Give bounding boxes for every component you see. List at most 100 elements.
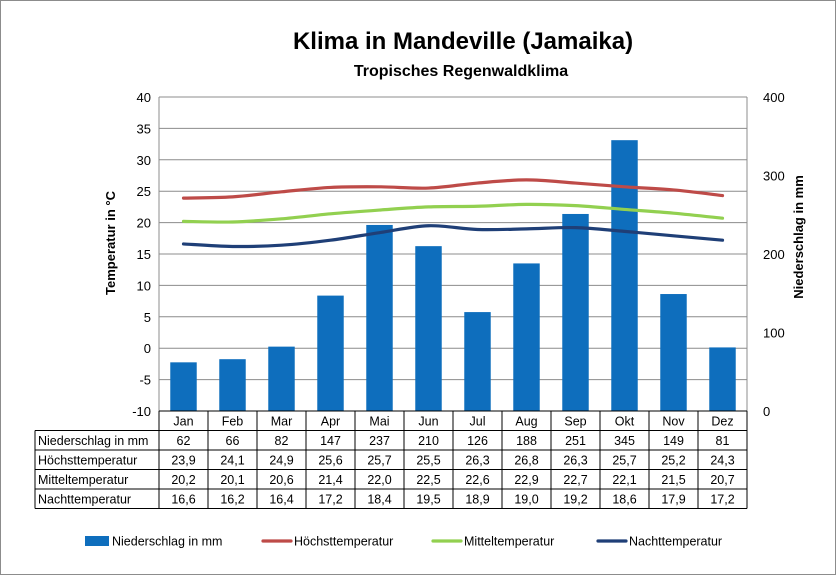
y-tick-label: 35 [137, 121, 151, 136]
y-axis-title: Temperatur in °C [103, 190, 118, 295]
table-cell: 149 [663, 434, 684, 448]
chart-title: Klima in Mandeville (Jamaika) [293, 28, 633, 55]
table-cell: 188 [516, 434, 537, 448]
table-cell: 18,4 [367, 493, 391, 507]
x-tick-label: Jun [418, 415, 438, 429]
table-cell: 24,1 [220, 454, 244, 468]
table-cell: 20,2 [171, 473, 195, 487]
x-tick-label: Sep [564, 415, 586, 429]
x-tick-label: Feb [222, 415, 244, 429]
x-tick-label: Apr [321, 415, 340, 429]
table-cell: 22,9 [514, 473, 538, 487]
y-tick-label: -5 [139, 373, 151, 388]
bar-mai [366, 224, 393, 411]
table-cell: 16,4 [269, 493, 293, 507]
table-cell: 20,1 [220, 473, 244, 487]
temperature-lines [181, 178, 725, 249]
table-cell: 21,5 [661, 473, 685, 487]
table-cell: 66 [226, 434, 240, 448]
legend: Niederschlag in mm Höchsttemperatur Mittel… [85, 535, 722, 549]
table-cell: 19,0 [514, 493, 538, 507]
x-tick-label: Jul [470, 415, 486, 429]
bar-apr [317, 295, 344, 411]
chart-subtitle: Tropisches Regenwaldklima [354, 63, 568, 80]
table-cell: 126 [467, 434, 488, 448]
table-cell: 237 [369, 434, 390, 448]
table-cell: 62 [177, 434, 191, 448]
table-cell: 210 [418, 434, 439, 448]
legend-label-nachttemperatur: Nachttemperatur [629, 535, 722, 549]
x-tick-label: Jan [173, 415, 193, 429]
y-tick-label: 25 [137, 184, 151, 199]
table-cell: 25,6 [318, 454, 342, 468]
bar-jul [464, 312, 491, 411]
table-row-label: Mitteltemperatur [38, 473, 128, 487]
table-cell: 22,6 [465, 473, 489, 487]
y2-tick-label: 300 [763, 169, 785, 184]
bar-jun [415, 246, 442, 411]
bar-aug [513, 263, 540, 411]
table-cell: 19,2 [563, 493, 587, 507]
line-nachttemperatur [181, 224, 725, 249]
bar-okt [611, 140, 638, 412]
table-cell: 24,3 [710, 454, 734, 468]
x-tick-label: Mai [369, 415, 389, 429]
table-cell: 17,9 [661, 493, 685, 507]
table-row-label: Höchsttemperatur [38, 454, 137, 468]
table-cell: 25,2 [661, 454, 685, 468]
table-cell: 25,7 [367, 454, 391, 468]
y2-tick-label: 400 [763, 90, 785, 105]
x-tick-label: Mar [271, 415, 293, 429]
bar-dez [709, 347, 736, 411]
y2-tick-label: 200 [763, 247, 785, 262]
table-cell: 82 [275, 434, 289, 448]
table-cell: 19,5 [416, 493, 440, 507]
legend-label-mitteltemperatur: Mitteltemperatur [464, 535, 554, 549]
table-row-label: Nachttemperatur [38, 493, 131, 507]
data-table: Jan Feb Mar Apr Mai Jun Jul Aug Sep Okt Nov Dez Nied… [34, 410, 748, 509]
table-cell: 16,2 [220, 493, 244, 507]
legend-label-niederschlag-in-mm: Niederschlag in mm [112, 535, 222, 549]
bar-mar [268, 346, 295, 411]
legend-swatch-niederschlag-in-mm [85, 536, 109, 546]
y-tick-label: 5 [144, 310, 151, 325]
axes: 40 35 30 25 20 15 10 5 0 -5 -10 400 300 200 100 0 [132, 90, 785, 419]
line-h-chsttemperatur [181, 178, 725, 200]
x-tick-label: Dez [711, 415, 733, 429]
table-cell: 17,2 [318, 493, 342, 507]
y-tick-label: 15 [137, 247, 151, 262]
table-cell: 20,7 [710, 473, 734, 487]
table-cell: 18,9 [465, 493, 489, 507]
line-mitteltemperatur [181, 202, 725, 224]
y2-tick-label: 0 [763, 404, 770, 419]
y-tick-label: 10 [137, 278, 151, 293]
table-cell: 17,2 [710, 493, 734, 507]
table-cell: 22,5 [416, 473, 440, 487]
x-tick-label: Nov [662, 415, 685, 429]
y-tick-label: 20 [137, 216, 151, 231]
table-cell: 81 [716, 434, 730, 448]
table-cell: 345 [614, 434, 635, 448]
legend-label-h-chsttemperatur: Höchsttemperatur [294, 535, 393, 549]
table-cell: 25,5 [416, 454, 440, 468]
bar-jan [170, 362, 197, 411]
table-cell: 147 [320, 434, 341, 448]
bar-feb [219, 359, 246, 411]
bar-sep [562, 213, 589, 411]
table-cell: 24,9 [269, 454, 293, 468]
table-cell: 16,6 [171, 493, 195, 507]
y-tick-label: 30 [137, 153, 151, 168]
y-tick-label: 0 [144, 341, 151, 356]
table-cell: 22,7 [563, 473, 587, 487]
y-tick-label: 40 [137, 90, 151, 105]
table-cell: 20,6 [269, 473, 293, 487]
table-cell: 23,9 [171, 454, 195, 468]
gridlines [159, 96, 747, 412]
table-cell: 18,6 [612, 493, 636, 507]
y2-axis-title: Niederschlag in mm [791, 175, 806, 299]
x-tick-label: Aug [515, 415, 537, 429]
table-cell: 26,3 [465, 454, 489, 468]
table-cell: 21,4 [318, 473, 342, 487]
